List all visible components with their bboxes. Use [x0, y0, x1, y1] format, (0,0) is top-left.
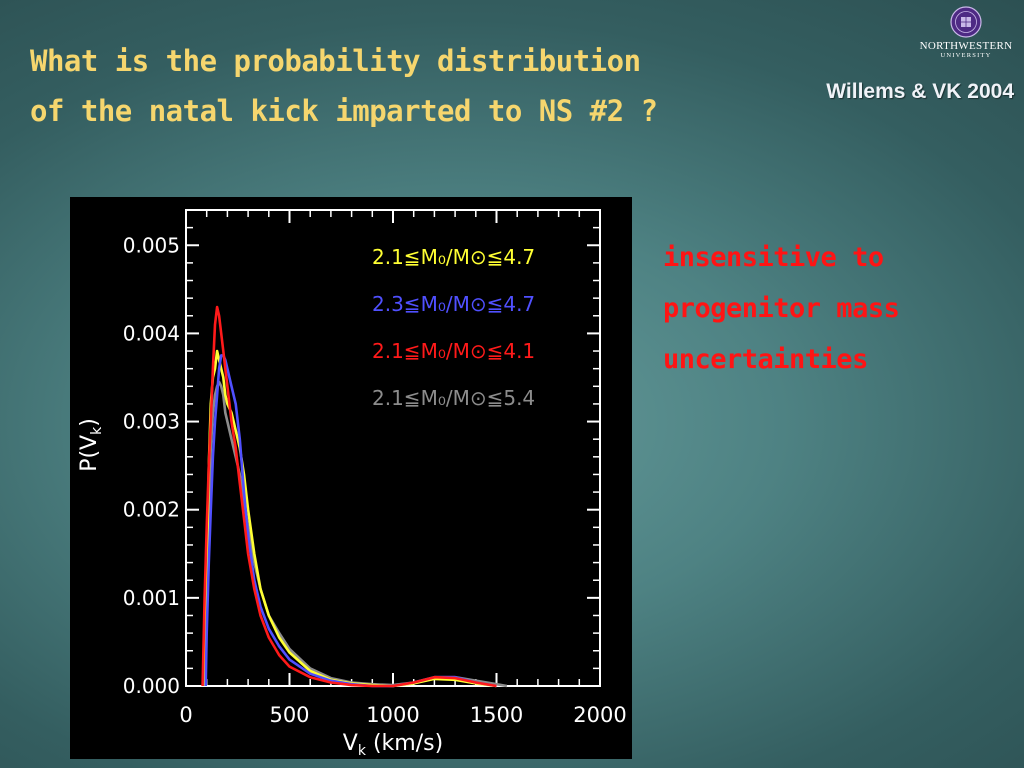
y-axis-title-close: ): [77, 418, 102, 427]
x-tick-label: 2000: [573, 703, 626, 727]
legend-entry: 2.1≦M₀/M⊙≦5.4: [372, 386, 535, 410]
series-line-4: [203, 380, 508, 688]
y-tick-label: 0.005: [123, 233, 180, 257]
y-tick-label: 0.001: [123, 586, 180, 610]
university-logo: NORTHWESTERN UNIVERSITY: [914, 6, 1018, 66]
university-seal-icon: [950, 6, 982, 38]
side-note: insensitive to progenitor mass uncertain…: [663, 232, 900, 385]
y-axis-title: P(Vk): [77, 418, 105, 472]
y-axis-title-sub: k: [89, 426, 105, 435]
x-axis-title-main: V: [343, 731, 358, 756]
x-tick-label: 1500: [470, 703, 523, 727]
side-note-line-1: insensitive to: [663, 242, 884, 273]
slide-title-line-1: What is the probability distribution: [30, 44, 641, 78]
slide-title: What is the probability distribution of …: [30, 36, 658, 136]
citation: Willems & VK 2004: [826, 80, 1014, 103]
chart-panel: 0 500 1000 1500 2000 0.000 0.001 0.002 0.003 0.00…: [70, 197, 632, 759]
x-axis-title: Vk (km/s): [343, 731, 443, 759]
side-note-line-3: uncertainties: [663, 344, 868, 375]
legend-entry: 2.1≦M₀/M⊙≦4.1: [372, 339, 535, 363]
logo-subtitle: UNIVERSITY: [940, 52, 992, 59]
kick-distribution-chart: 0 500 1000 1500 2000 0.000 0.001 0.002 0.003 0.00…: [77, 209, 627, 759]
x-axis-title-sub: k: [358, 743, 367, 759]
y-tick-label: 0.004: [123, 321, 180, 345]
legend-entry: 2.3≦M₀/M⊙≦4.7: [372, 292, 535, 316]
y-axis-title-main: P(V: [77, 435, 102, 472]
y-tick-label: 0.003: [123, 410, 180, 434]
logo-name: NORTHWESTERN: [919, 40, 1013, 52]
y-tick-label: 0.000: [123, 674, 180, 698]
x-tick-label: 500: [269, 703, 309, 727]
plot-frame: [185, 209, 601, 687]
x-axis-title-unit: (km/s): [366, 731, 443, 756]
legend-entry: 2.1≦M₀/M⊙≦4.7: [372, 245, 535, 269]
x-tick-label: 0: [179, 703, 192, 727]
x-tick-label: 1000: [366, 703, 419, 727]
series-line-3: [201, 305, 497, 688]
y-tick-label: 0.002: [123, 498, 180, 522]
slide-title-line-2: of the natal kick imparted to NS #2 ?: [30, 94, 658, 128]
side-note-line-2: progenitor mass: [663, 293, 900, 324]
